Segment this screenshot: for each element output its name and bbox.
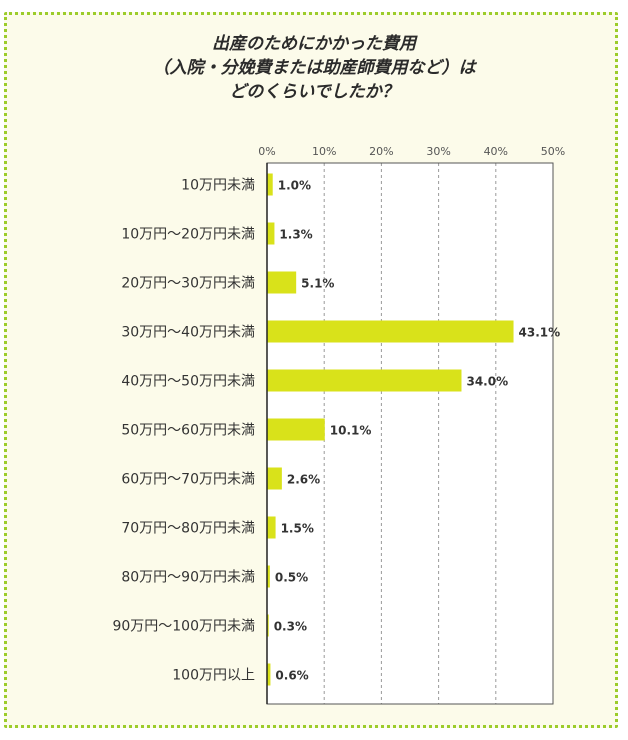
value-label: 1.0%	[278, 179, 311, 193]
value-label: 0.6%	[275, 669, 308, 683]
bar	[267, 418, 325, 441]
bar	[267, 516, 276, 539]
x-tick-label: 40%	[484, 145, 508, 158]
bar	[267, 565, 270, 588]
value-label: 5.1%	[301, 277, 334, 291]
title-line-2: （入院・分娩費または助産師費用など）は	[152, 58, 476, 78]
chart-title: 出産のためにかかった費用 （入院・分娩費または助産師費用など）は どのくらいでし…	[0, 32, 628, 104]
bar	[267, 320, 514, 343]
category-label: 10万円〜20万円未満	[121, 227, 255, 243]
bar	[267, 467, 282, 490]
x-tick-label: 0%	[258, 145, 275, 158]
value-label: 2.6%	[287, 473, 320, 487]
bar	[267, 614, 269, 637]
category-label: 10万円未満	[181, 178, 255, 194]
category-label: 80万円〜90万円未満	[121, 570, 255, 586]
category-label: 50万円〜60万円未満	[121, 423, 255, 439]
value-label: 0.3%	[274, 620, 307, 634]
value-label: 1.5%	[281, 522, 314, 536]
x-tick-label: 10%	[312, 145, 336, 158]
category-label: 90万円〜100万円未満	[112, 619, 255, 635]
category-label: 100万円以上	[172, 668, 255, 684]
x-tick-label: 50%	[541, 145, 565, 158]
category-label: 60万円〜70万円未満	[121, 472, 255, 488]
category-label: 70万円〜80万円未満	[121, 521, 255, 537]
bar	[267, 222, 275, 245]
value-label: 34.0%	[466, 375, 508, 389]
category-label: 30万円〜40万円未満	[121, 325, 255, 341]
category-label: 20万円〜30万円未満	[121, 276, 255, 292]
bar	[267, 271, 297, 294]
category-label: 40万円〜50万円未満	[121, 374, 255, 390]
bar	[267, 173, 273, 196]
x-tick-label: 20%	[369, 145, 393, 158]
value-label: 0.5%	[275, 571, 308, 585]
title-line-1: 出産のためにかかった費用	[212, 34, 416, 54]
bar	[267, 369, 462, 392]
value-label: 43.1%	[519, 326, 561, 340]
x-tick-label: 30%	[426, 145, 450, 158]
value-label: 1.3%	[279, 228, 312, 242]
value-label: 10.1%	[330, 424, 372, 438]
title-line-3: どのくらいでしたか？	[229, 82, 399, 102]
bar	[267, 663, 271, 686]
